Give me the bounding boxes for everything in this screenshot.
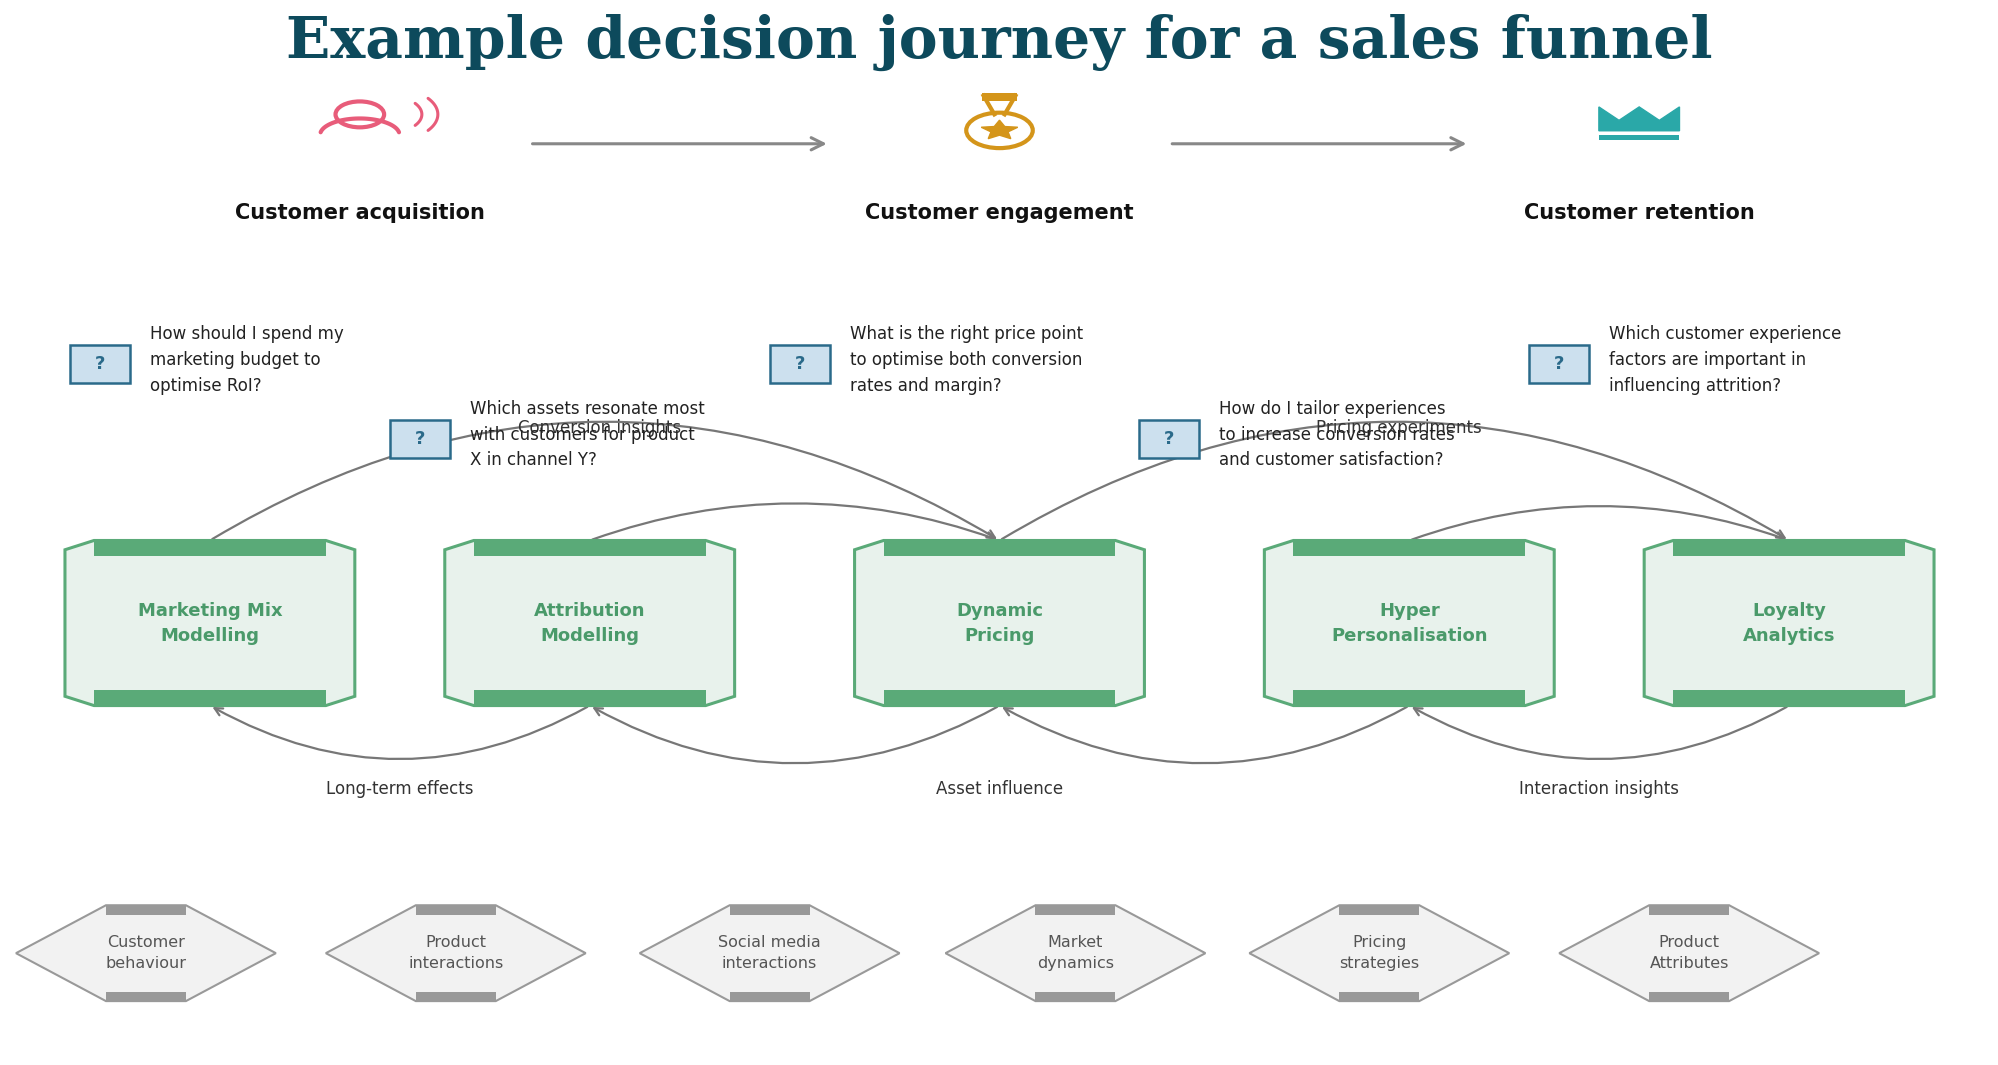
Text: Asset influence: Asset influence: [935, 780, 1063, 798]
Text: ?: ?: [414, 430, 426, 447]
Text: Pricing experiments: Pricing experiments: [1317, 419, 1481, 437]
Text: Product
interactions: Product interactions: [408, 935, 503, 971]
Polygon shape: [444, 540, 735, 706]
Text: Customer engagement: Customer engagement: [865, 203, 1133, 223]
Text: What is the right price point
to optimise both conversion
rates and margin?: What is the right price point to optimis…: [849, 325, 1083, 395]
Text: How do I tailor experiences
to increase conversion rates
and customer satisfacti: How do I tailor experiences to increase …: [1219, 399, 1455, 470]
Polygon shape: [1672, 690, 1904, 706]
Text: Long-term effects: Long-term effects: [326, 780, 474, 798]
Polygon shape: [94, 690, 326, 706]
Polygon shape: [326, 905, 585, 1001]
FancyBboxPatch shape: [981, 94, 1017, 101]
FancyBboxPatch shape: [769, 345, 829, 383]
FancyBboxPatch shape: [1139, 420, 1199, 458]
Polygon shape: [474, 540, 705, 556]
Text: Dynamic
Pricing: Dynamic Pricing: [955, 602, 1043, 644]
Polygon shape: [416, 992, 496, 1001]
Text: Pricing
strategies: Pricing strategies: [1339, 935, 1419, 971]
Polygon shape: [729, 992, 809, 1001]
FancyBboxPatch shape: [1598, 125, 1678, 131]
Text: ?: ?: [1552, 356, 1564, 373]
Text: Customer acquisition: Customer acquisition: [234, 203, 484, 223]
Polygon shape: [66, 540, 356, 706]
Text: Conversion insights: Conversion insights: [517, 419, 681, 437]
Polygon shape: [1598, 106, 1678, 131]
Polygon shape: [1642, 540, 1934, 706]
Polygon shape: [1265, 540, 1554, 706]
Polygon shape: [1648, 905, 1728, 915]
Text: Attribution
Modelling: Attribution Modelling: [533, 602, 645, 644]
Polygon shape: [1035, 992, 1115, 1001]
Text: Customer
behaviour: Customer behaviour: [106, 935, 186, 971]
Text: ?: ?: [1163, 430, 1175, 447]
Text: How should I spend my
marketing budget to
optimise RoI?: How should I spend my marketing budget t…: [150, 325, 344, 395]
Polygon shape: [981, 120, 1017, 138]
Polygon shape: [106, 905, 186, 915]
Text: ?: ?: [94, 356, 106, 373]
Polygon shape: [1672, 540, 1904, 556]
Polygon shape: [106, 992, 186, 1001]
Text: Social media
interactions: Social media interactions: [717, 935, 821, 971]
Text: Interaction insights: Interaction insights: [1518, 780, 1678, 798]
Polygon shape: [1339, 992, 1419, 1001]
Text: Product
Attributes: Product Attributes: [1648, 935, 1728, 971]
FancyBboxPatch shape: [1598, 135, 1678, 141]
Polygon shape: [1558, 905, 1818, 1001]
Polygon shape: [639, 905, 899, 1001]
Polygon shape: [474, 690, 705, 706]
Polygon shape: [94, 540, 326, 556]
Polygon shape: [855, 540, 1143, 706]
Polygon shape: [416, 905, 496, 915]
Polygon shape: [16, 905, 276, 1001]
FancyBboxPatch shape: [70, 345, 130, 383]
Text: Which customer experience
factors are important in
influencing attrition?: Which customer experience factors are im…: [1608, 325, 1840, 395]
Polygon shape: [945, 905, 1205, 1001]
Polygon shape: [729, 905, 809, 915]
Polygon shape: [883, 690, 1115, 706]
Text: Hyper
Personalisation: Hyper Personalisation: [1331, 602, 1487, 644]
Polygon shape: [1648, 992, 1728, 1001]
Polygon shape: [1293, 690, 1524, 706]
Text: Customer retention: Customer retention: [1522, 203, 1754, 223]
Text: Example decision journey for a sales funnel: Example decision journey for a sales fun…: [286, 14, 1712, 71]
Polygon shape: [1249, 905, 1508, 1001]
Polygon shape: [1293, 540, 1524, 556]
Text: Loyalty
Analytics: Loyalty Analytics: [1742, 602, 1834, 644]
Polygon shape: [1035, 905, 1115, 915]
Polygon shape: [1339, 905, 1419, 915]
Text: ?: ?: [793, 356, 805, 373]
Polygon shape: [883, 540, 1115, 556]
Text: Marketing Mix
Modelling: Marketing Mix Modelling: [138, 602, 282, 644]
FancyBboxPatch shape: [1528, 345, 1588, 383]
Text: Which assets resonate most
with customers for product
X in channel Y?: Which assets resonate most with customer…: [470, 399, 703, 470]
Text: Market
dynamics: Market dynamics: [1037, 935, 1113, 971]
FancyBboxPatch shape: [390, 420, 450, 458]
